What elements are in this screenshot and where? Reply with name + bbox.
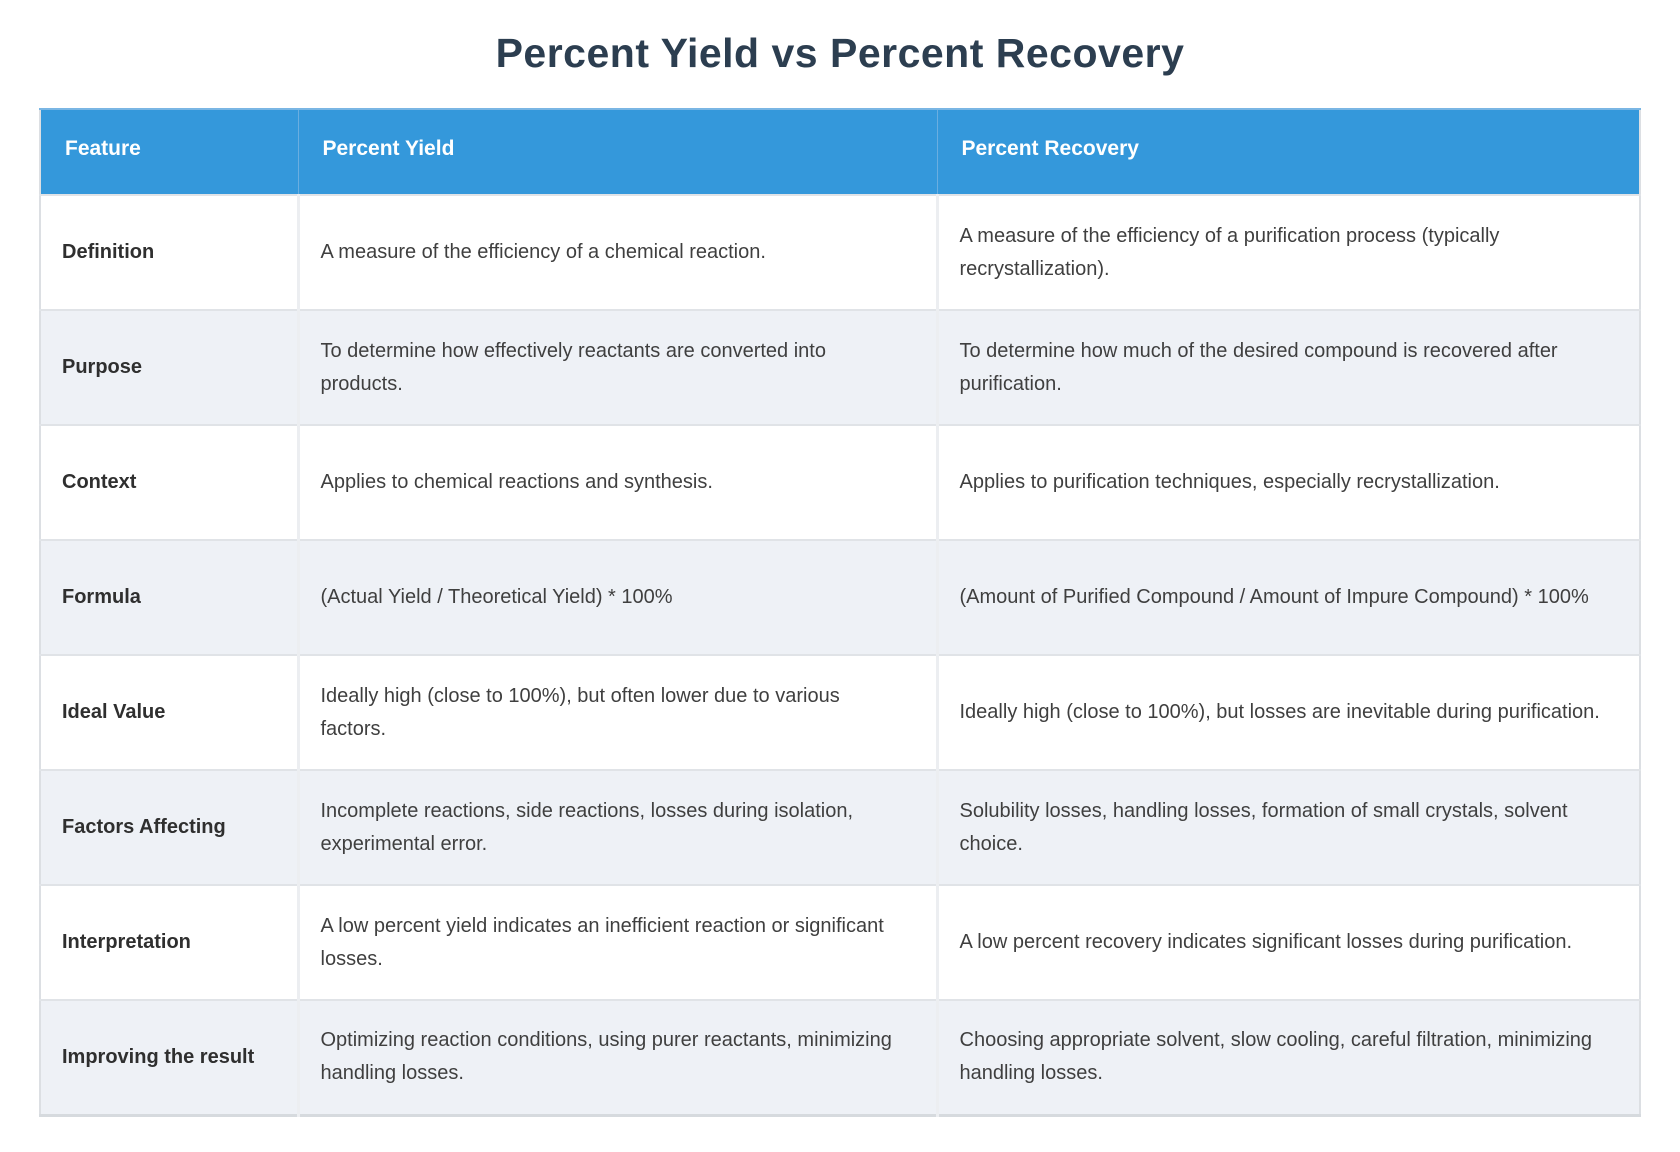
page-title: Percent Yield vs Percent Recovery bbox=[495, 30, 1185, 76]
recovery-cell: A measure of the efficiency of a purific… bbox=[937, 194, 1640, 310]
yield-cell: (Actual Yield / Theoretical Yield) * 100… bbox=[298, 539, 939, 655]
recovery-cell: Ideally high (close to 100%), but losses… bbox=[937, 654, 1640, 770]
page: Percent Yield vs Percent Recovery Featur… bbox=[39, 30, 1641, 1117]
feature-cell: Ideal Value bbox=[40, 654, 300, 770]
recovery-cell: A low percent recovery indicates signifi… bbox=[937, 884, 1640, 1000]
yield-cell: Incomplete reactions, side reactions, lo… bbox=[298, 769, 939, 885]
yield-cell: Optimizing reaction conditions, using pu… bbox=[298, 999, 939, 1115]
table-row-factors-affecting: Factors Affecting Incomplete reactions, … bbox=[40, 769, 1640, 885]
table-row-ideal-value: Ideal Value Ideally high (close to 100%)… bbox=[40, 654, 1640, 770]
feature-cell: Improving the result bbox=[40, 999, 300, 1115]
column-header-percent-yield: Percent Yield bbox=[298, 108, 938, 195]
yield-cell: A measure of the efficiency of a chemica… bbox=[298, 194, 939, 310]
comparison-table: Feature Percent Yield Percent Recovery D… bbox=[39, 108, 1641, 1117]
feature-cell: Purpose bbox=[40, 309, 300, 425]
recovery-cell: Choosing appropriate solvent, slow cooli… bbox=[937, 999, 1640, 1115]
table-row-improving-the-result: Improving the result Optimizing reaction… bbox=[40, 999, 1640, 1115]
yield-cell: Applies to chemical reactions and synthe… bbox=[298, 424, 939, 540]
recovery-cell: Solubility losses, handling losses, form… bbox=[937, 769, 1640, 885]
recovery-cell: (Amount of Purified Compound / Amount of… bbox=[937, 539, 1640, 655]
feature-cell: Factors Affecting bbox=[40, 769, 300, 885]
feature-cell: Interpretation bbox=[40, 884, 300, 1000]
column-header-feature: Feature bbox=[40, 108, 299, 195]
table-row-purpose: Purpose To determine how effectively rea… bbox=[40, 309, 1640, 425]
recovery-cell: To determine how much of the desired com… bbox=[937, 309, 1640, 425]
feature-cell: Formula bbox=[40, 539, 300, 655]
table-row-formula: Formula (Actual Yield / Theoretical Yiel… bbox=[40, 539, 1640, 655]
table-row-interpretation: Interpretation A low percent yield indic… bbox=[40, 884, 1640, 1000]
table-row-context: Context Applies to chemical reactions an… bbox=[40, 424, 1640, 540]
yield-cell: A low percent yield indicates an ineffic… bbox=[298, 884, 939, 1000]
column-header-percent-recovery: Percent Recovery bbox=[937, 108, 1640, 195]
recovery-cell: Applies to purification techniques, espe… bbox=[937, 424, 1640, 540]
yield-cell: Ideally high (close to 100%), but often … bbox=[298, 654, 939, 770]
table-header-row: Feature Percent Yield Percent Recovery bbox=[40, 108, 1640, 195]
feature-cell: Definition bbox=[40, 194, 300, 310]
table-row-definition: Definition A measure of the efficiency o… bbox=[40, 194, 1640, 310]
feature-cell: Context bbox=[40, 424, 300, 540]
yield-cell: To determine how effectively reactants a… bbox=[298, 309, 939, 425]
